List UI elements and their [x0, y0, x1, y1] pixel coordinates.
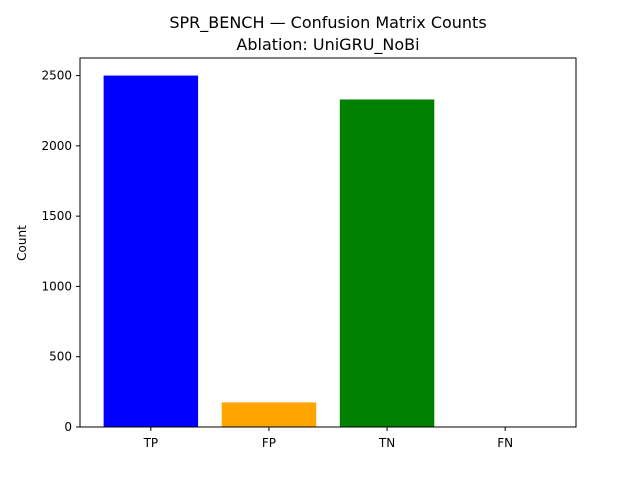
x-tick-label-fn: FN — [497, 436, 513, 450]
plot-area-frame — [79, 57, 577, 428]
y-tick-label: 2000 — [41, 139, 72, 153]
bars-group — [103, 75, 435, 428]
y-tick-label: 2500 — [41, 69, 72, 83]
y-axis-ticks: 0 500 1000 1500 2000 2500 — [41, 69, 80, 434]
y-tick-label: 500 — [49, 350, 72, 364]
bar-fp — [221, 402, 317, 427]
bar-tp — [103, 75, 199, 428]
y-axis-label: Count — [15, 225, 29, 261]
x-axis-ticks: TP FP TN FN — [143, 427, 513, 450]
chart-title: SPR_BENCH — Confusion Matrix Counts — [169, 13, 486, 33]
x-tick-label-tn: TN — [378, 436, 395, 450]
y-tick-label: 1000 — [41, 279, 72, 293]
x-tick-label-tp: TP — [143, 436, 159, 450]
y-tick-label: 0 — [64, 420, 72, 434]
bar-tn — [339, 99, 435, 428]
chart-subtitle: Ablation: UniGRU_NoBi — [236, 35, 419, 55]
y-tick-label: 1500 — [41, 209, 72, 223]
x-tick-label-fp: FP — [262, 436, 276, 450]
